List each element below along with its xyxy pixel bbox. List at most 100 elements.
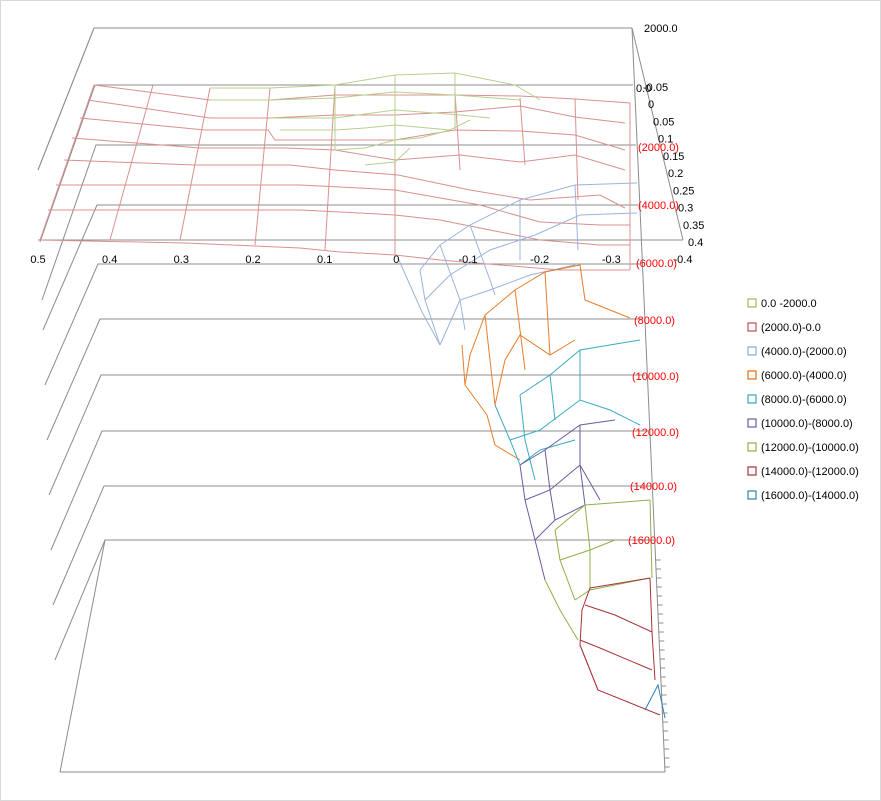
- z-axis-tick-labels: 2000.0 0.0 (2000.0) (4000.0) (6000.0) (8000.0…: [628, 23, 679, 768]
- surface-mesh-line: [63, 159, 626, 209]
- legend-item: 0.0 -2000.0: [747, 298, 817, 310]
- gridline: [48, 374, 645, 496]
- z-axis-line: [631, 27, 666, 773]
- surface-mesh-line: [579, 639, 653, 671]
- surface-mesh-line: [544, 579, 579, 641]
- surface-mesh-line: [494, 334, 576, 406]
- legend-swatch: [747, 466, 757, 476]
- surface-series-8000-6000: [494, 339, 641, 481]
- legend-item: (6000.0)-(4000.0): [747, 370, 847, 382]
- y-tick-label: 0.05: [653, 116, 674, 128]
- gridline: [50, 430, 648, 551]
- legend-item: (8000.0)-(6000.0): [747, 394, 847, 406]
- gridline: [54, 539, 654, 661]
- surface-mesh-line: [579, 587, 599, 691]
- surface-series-16000-14000: [644, 683, 666, 719]
- legend-label: (6000.0)-(4000.0): [761, 370, 847, 382]
- y-tick-label: 0.35: [683, 220, 704, 232]
- surface-mesh-line: [579, 425, 586, 506]
- surface-mesh-line: [649, 499, 653, 579]
- legend-label: (16000.0)-(14000.0): [761, 490, 859, 502]
- surface-mesh-line: [574, 98, 579, 201]
- surface-mesh-line: [574, 184, 579, 251]
- x-tick-label: 0.5: [30, 254, 45, 266]
- legend-label: (12000.0)-(10000.0): [761, 442, 859, 454]
- legend-item: (2000.0)-0.0: [747, 322, 821, 334]
- surface-mesh-line: [554, 529, 576, 601]
- surface-mesh-line: [484, 314, 496, 406]
- gridline: [37, 27, 95, 171]
- legend-swatch: [747, 346, 757, 356]
- x-tick-label: 0.3: [174, 254, 189, 266]
- legend-swatch: [747, 442, 757, 452]
- legend-label: (4000.0)-(2000.0): [761, 346, 847, 358]
- y-tick-label: 0.3: [678, 203, 693, 215]
- surface-mesh-line: [419, 269, 441, 346]
- z-tick-label: 2000.0: [644, 23, 678, 35]
- y-tick-label: 0.2: [668, 168, 683, 180]
- surface-mesh-line: [79, 117, 626, 151]
- surface-mesh-line: [210, 91, 521, 101]
- legend-item: (10000.0)-(8000.0): [747, 418, 853, 430]
- x-tick-label: -0.1: [459, 254, 478, 266]
- surface-mesh-line: [48, 209, 630, 246]
- z-tick-label: (14000.0): [630, 481, 677, 493]
- surface-mesh-line: [280, 119, 471, 131]
- surface-mesh-line: [514, 289, 526, 371]
- surface-series-10000-8000: [519, 419, 616, 581]
- surface-mesh-line: [644, 683, 666, 719]
- z-tick-label: (6000.0): [636, 258, 677, 270]
- surface-mesh-line: [589, 577, 651, 589]
- surface-mesh-line: [461, 344, 488, 416]
- y-tick-label: 0.25: [673, 185, 694, 197]
- x-tick-label: 0.1: [317, 254, 332, 266]
- surface-mesh-line: [464, 264, 631, 386]
- legend-item: (12000.0)-(10000.0): [747, 442, 859, 454]
- z-tick-label: (10000.0): [632, 371, 679, 383]
- legend: 0.0 -2000.0 (2000.0)-0.0 (4000.0)-(2000.0)…: [747, 298, 859, 502]
- legend-swatch: [747, 490, 757, 500]
- surface-mesh-line: [544, 449, 556, 521]
- legend-swatch: [747, 298, 757, 308]
- surface-mesh-line: [494, 404, 521, 466]
- y-tick-label: -0.05: [643, 82, 668, 94]
- surface-mesh-line: [519, 439, 576, 466]
- z-tick-label: (4000.0): [638, 200, 679, 212]
- surface-mesh-line: [584, 604, 653, 633]
- gridline: [52, 485, 651, 606]
- surface-mesh-line: [424, 212, 638, 301]
- z-tick-label: 0.0: [636, 83, 651, 95]
- gridline: [39, 84, 633, 243]
- surface-mesh-line: [519, 97, 526, 166]
- surface-mesh-line: [439, 244, 466, 331]
- surface-mesh-line: [549, 374, 556, 421]
- surface-mesh-line: [524, 464, 601, 501]
- z-tick-label: (8000.0): [634, 315, 675, 327]
- legend-label: (8000.0)-(6000.0): [761, 394, 847, 406]
- x-axis-tick-labels: 0.5 0.4 0.3 0.2 0.1 0 -0.1 -0.2 -0.3 -0.4: [30, 254, 692, 266]
- y-axis-tick-labels: -0.05 0 0.05 0.1 0.15 0.2 0.25 0.3 0.35 0.4: [643, 82, 704, 249]
- surface-mesh-line: [519, 394, 536, 481]
- surface-mesh-line: [109, 84, 154, 241]
- gridline: [59, 539, 106, 773]
- surface-mesh-line: [649, 577, 656, 681]
- y-tick-label: 0.4: [688, 237, 703, 249]
- surface-mesh-line: [39, 84, 95, 241]
- legend-swatch: [747, 394, 757, 404]
- legend-label: (14000.0)-(12000.0): [761, 466, 859, 478]
- surface-mesh-line: [584, 504, 591, 590]
- z-tick-label: (12000.0): [632, 427, 679, 439]
- surface-mesh-line: [554, 499, 651, 531]
- surface-mesh-line: [93, 84, 631, 104]
- legend-swatch: [747, 370, 757, 380]
- surface-mesh-line: [519, 464, 546, 581]
- y-tick-label: 0.1: [658, 134, 673, 146]
- surface-mesh-line: [179, 87, 211, 241]
- surface-mesh-line: [509, 399, 641, 441]
- legend-item: (16000.0)-(14000.0): [747, 490, 859, 502]
- z-tick-label: (2000.0): [638, 142, 679, 154]
- surface-series-12000-10000: [544, 499, 653, 641]
- surface-series-0-2000: [210, 72, 541, 166]
